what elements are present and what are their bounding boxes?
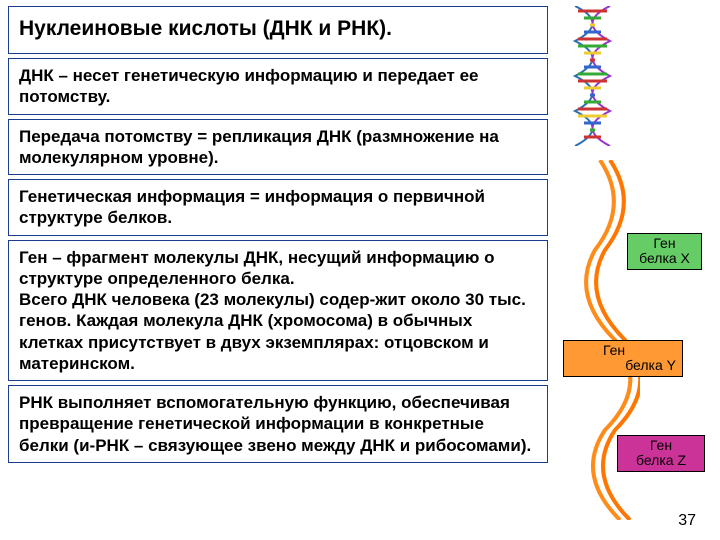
gene-x-line2: белка X <box>639 250 690 266</box>
illustration-column: Ген белка X Ген белка Y Ген белка Z <box>555 0 715 540</box>
gene-y-line2: белка Y <box>570 358 676 373</box>
gene-x-label: Ген белка X <box>627 233 702 270</box>
page-number: 37 <box>678 512 696 530</box>
paragraph-4-lead: Ген – фрагмент молекулы ДНК, несущий инф… <box>19 248 495 288</box>
paragraph-3-box: Генетическая информация = информация о п… <box>8 179 548 236</box>
title-text: Нуклеиновые кислоты (ДНК и РНК). <box>19 17 392 40</box>
paragraph-4: Ген – фрагмент молекулы ДНК, несущий инф… <box>19 247 537 375</box>
paragraph-4-tail: Всего ДНК человека (23 молекулы) содер-ж… <box>19 290 526 373</box>
title-box: Нуклеиновые кислоты (ДНК и РНК). <box>8 6 548 54</box>
gene-z-line2: белка Z <box>636 452 686 468</box>
dna-helix-icon <box>570 6 615 146</box>
paragraph-5: РНК выполняет вспомогательную функцию, о… <box>19 392 537 456</box>
paragraph-4-box: Ген – фрагмент молекулы ДНК, несущий инф… <box>8 240 548 382</box>
paragraph-3: Генетическая информация = информация о п… <box>19 186 537 229</box>
gene-y-line1: Ген <box>603 343 643 358</box>
paragraph-1: ДНК – несет генетическую информацию и пе… <box>19 65 537 108</box>
gene-z-label: Ген белка Z <box>617 435 705 472</box>
gene-z-line1: Ген <box>650 437 672 453</box>
paragraph-2: Передача потомству = репликация ДНК (раз… <box>19 126 537 169</box>
paragraph-1-box: ДНК – несет генетическую информацию и пе… <box>8 58 548 115</box>
paragraph-2-box: Передача потомству = репликация ДНК (раз… <box>8 119 548 176</box>
gene-x-line1: Ген <box>653 235 675 251</box>
paragraph-5-box: РНК выполняет вспомогательную функцию, о… <box>8 385 548 463</box>
gene-y-label: Ген белка Y <box>563 340 683 377</box>
